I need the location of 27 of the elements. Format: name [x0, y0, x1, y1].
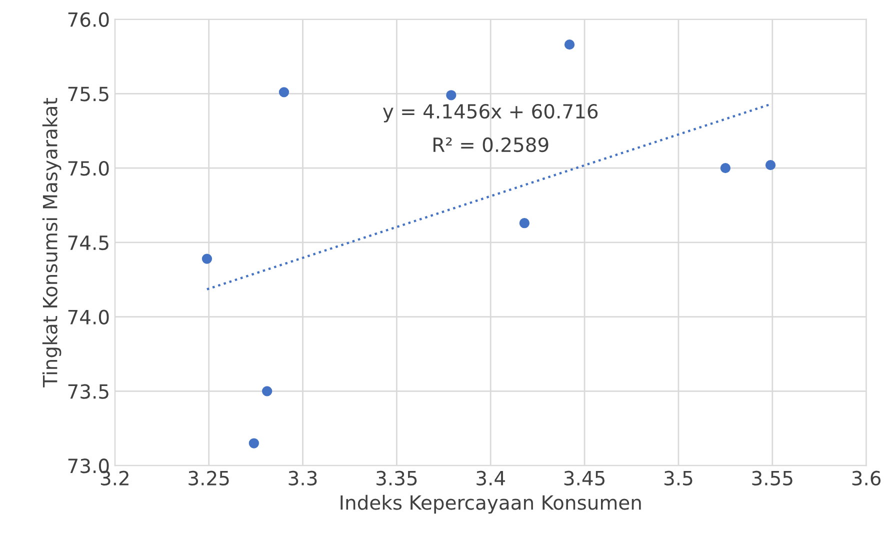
x-tick-label: 3.6 [852, 470, 881, 486]
x-tick-label: 3.35 [376, 470, 417, 486]
point [278, 87, 290, 98]
point [519, 218, 530, 228]
y-tick-label: 74.5 [68, 236, 108, 250]
point [564, 39, 575, 50]
point [262, 386, 272, 396]
y-axis-title: Tingkat Konsumsi Masyarakat [42, 98, 62, 388]
x-tick-label: 3.3 [288, 470, 317, 486]
y-tick-label: 73.5 [68, 384, 108, 399]
x-tick-label: 3.25 [188, 470, 229, 486]
x-axis-title: Indeks Kepercayaan Konsumen [340, 494, 641, 514]
point [765, 160, 776, 170]
y-tick-label: 76.0 [68, 12, 109, 27]
x-tick-label: 3.5 [664, 470, 692, 486]
y-tick-label: 75.0 [68, 161, 109, 176]
x-tick-label: 3.4 [476, 470, 505, 486]
annotation: R² = 0.2589 [434, 137, 548, 152]
point [446, 90, 456, 100]
x-tick-label: 3.55 [752, 470, 792, 486]
y-tick-label: 74.0 [68, 310, 109, 324]
point [202, 254, 212, 264]
point [248, 438, 260, 448]
x-tick-label: 3.45 [564, 470, 604, 486]
annotation: y = 4.1456x + 60.716 [383, 104, 598, 122]
y-tick-label: 75.5 [68, 86, 108, 102]
point [720, 162, 731, 174]
